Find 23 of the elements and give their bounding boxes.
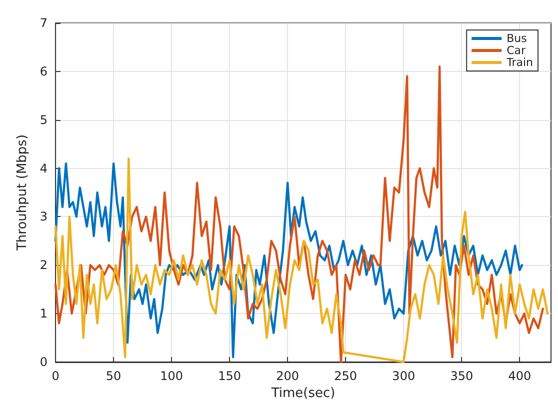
x-tick-label: 150: [218, 369, 242, 383]
y-tick-label: 2: [40, 258, 48, 272]
y-axis-title: Throuhput (Mbps): [15, 134, 30, 252]
x-tick-label: 300: [392, 369, 416, 383]
legend-label: Bus: [506, 32, 528, 45]
x-tick-label: 250: [334, 369, 358, 383]
y-tick-label: 6: [40, 64, 48, 78]
y-tick-label: 7: [40, 16, 48, 30]
x-tick-label: 50: [106, 369, 122, 383]
legend-label: Car: [506, 44, 526, 57]
line-series: [54, 65, 544, 364]
x-tick-label: 200: [276, 369, 300, 383]
y-tick-label: 5: [40, 112, 48, 127]
x-axis-title: Time(sec): [270, 386, 336, 401]
x-tick-label: 100: [160, 369, 184, 383]
x-tick-label: 350: [450, 369, 474, 383]
y-tick-label: 3: [40, 210, 48, 224]
legend-label: Train: [506, 56, 534, 69]
y-tick-label: 4: [40, 161, 48, 176]
y-tick-label: 1: [40, 306, 48, 321]
x-tick-label: 0: [52, 369, 60, 383]
y-tick-label: 0: [40, 355, 48, 369]
x-tick-label: 400: [508, 369, 532, 383]
